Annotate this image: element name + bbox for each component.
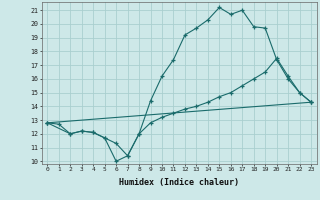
X-axis label: Humidex (Indice chaleur): Humidex (Indice chaleur) — [119, 178, 239, 187]
